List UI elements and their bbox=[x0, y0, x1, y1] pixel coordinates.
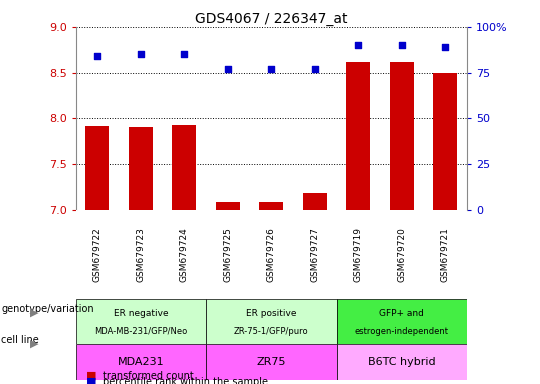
Text: transformed count: transformed count bbox=[103, 371, 193, 381]
Point bbox=[441, 44, 450, 50]
Bar bbox=[85, 126, 109, 210]
Text: GSM679721: GSM679721 bbox=[441, 227, 450, 282]
Text: GSM679726: GSM679726 bbox=[267, 227, 276, 282]
Text: ▶: ▶ bbox=[30, 308, 38, 318]
Text: ZR75: ZR75 bbox=[256, 357, 286, 367]
Text: GSM679724: GSM679724 bbox=[180, 227, 189, 281]
Text: ER negative: ER negative bbox=[113, 309, 168, 318]
Bar bbox=[206, 299, 336, 344]
Point bbox=[224, 66, 232, 72]
Text: MDA231: MDA231 bbox=[118, 357, 164, 367]
Bar bbox=[129, 127, 153, 210]
Bar bbox=[216, 202, 240, 210]
Bar bbox=[346, 61, 370, 210]
Bar bbox=[434, 73, 457, 210]
Point bbox=[397, 42, 406, 48]
Text: percentile rank within the sample: percentile rank within the sample bbox=[103, 377, 268, 384]
Bar bbox=[206, 344, 336, 380]
Text: GFP+ and: GFP+ and bbox=[380, 309, 424, 318]
Text: ZR-75-1/GFP/puro: ZR-75-1/GFP/puro bbox=[234, 327, 309, 336]
Bar bbox=[76, 344, 206, 380]
Bar bbox=[336, 299, 467, 344]
Bar bbox=[336, 344, 467, 380]
Text: GSM679719: GSM679719 bbox=[354, 227, 363, 282]
Point bbox=[267, 66, 276, 72]
Text: genotype/variation: genotype/variation bbox=[1, 304, 94, 314]
Bar bbox=[303, 193, 327, 210]
Bar bbox=[76, 299, 206, 344]
Point bbox=[310, 66, 319, 72]
Text: GSM679723: GSM679723 bbox=[137, 227, 145, 282]
Text: MDA-MB-231/GFP/Neo: MDA-MB-231/GFP/Neo bbox=[94, 327, 187, 336]
Point bbox=[180, 51, 188, 57]
Text: ■: ■ bbox=[86, 371, 97, 381]
Text: ER positive: ER positive bbox=[246, 309, 296, 318]
Text: GSM679727: GSM679727 bbox=[310, 227, 319, 282]
Text: B6TC hybrid: B6TC hybrid bbox=[368, 357, 436, 367]
Text: estrogen-independent: estrogen-independent bbox=[355, 327, 449, 336]
Bar bbox=[172, 125, 197, 210]
Text: GSM679722: GSM679722 bbox=[93, 227, 102, 281]
Point bbox=[93, 53, 102, 59]
Title: GDS4067 / 226347_at: GDS4067 / 226347_at bbox=[195, 12, 348, 26]
Point bbox=[137, 51, 145, 57]
Text: cell line: cell line bbox=[1, 335, 39, 345]
Bar bbox=[390, 61, 414, 210]
Text: ▶: ▶ bbox=[30, 339, 38, 349]
Text: GSM679725: GSM679725 bbox=[224, 227, 232, 282]
Text: GSM679720: GSM679720 bbox=[397, 227, 407, 282]
Point bbox=[354, 42, 363, 48]
Bar bbox=[259, 202, 284, 210]
Text: ■: ■ bbox=[86, 377, 97, 384]
